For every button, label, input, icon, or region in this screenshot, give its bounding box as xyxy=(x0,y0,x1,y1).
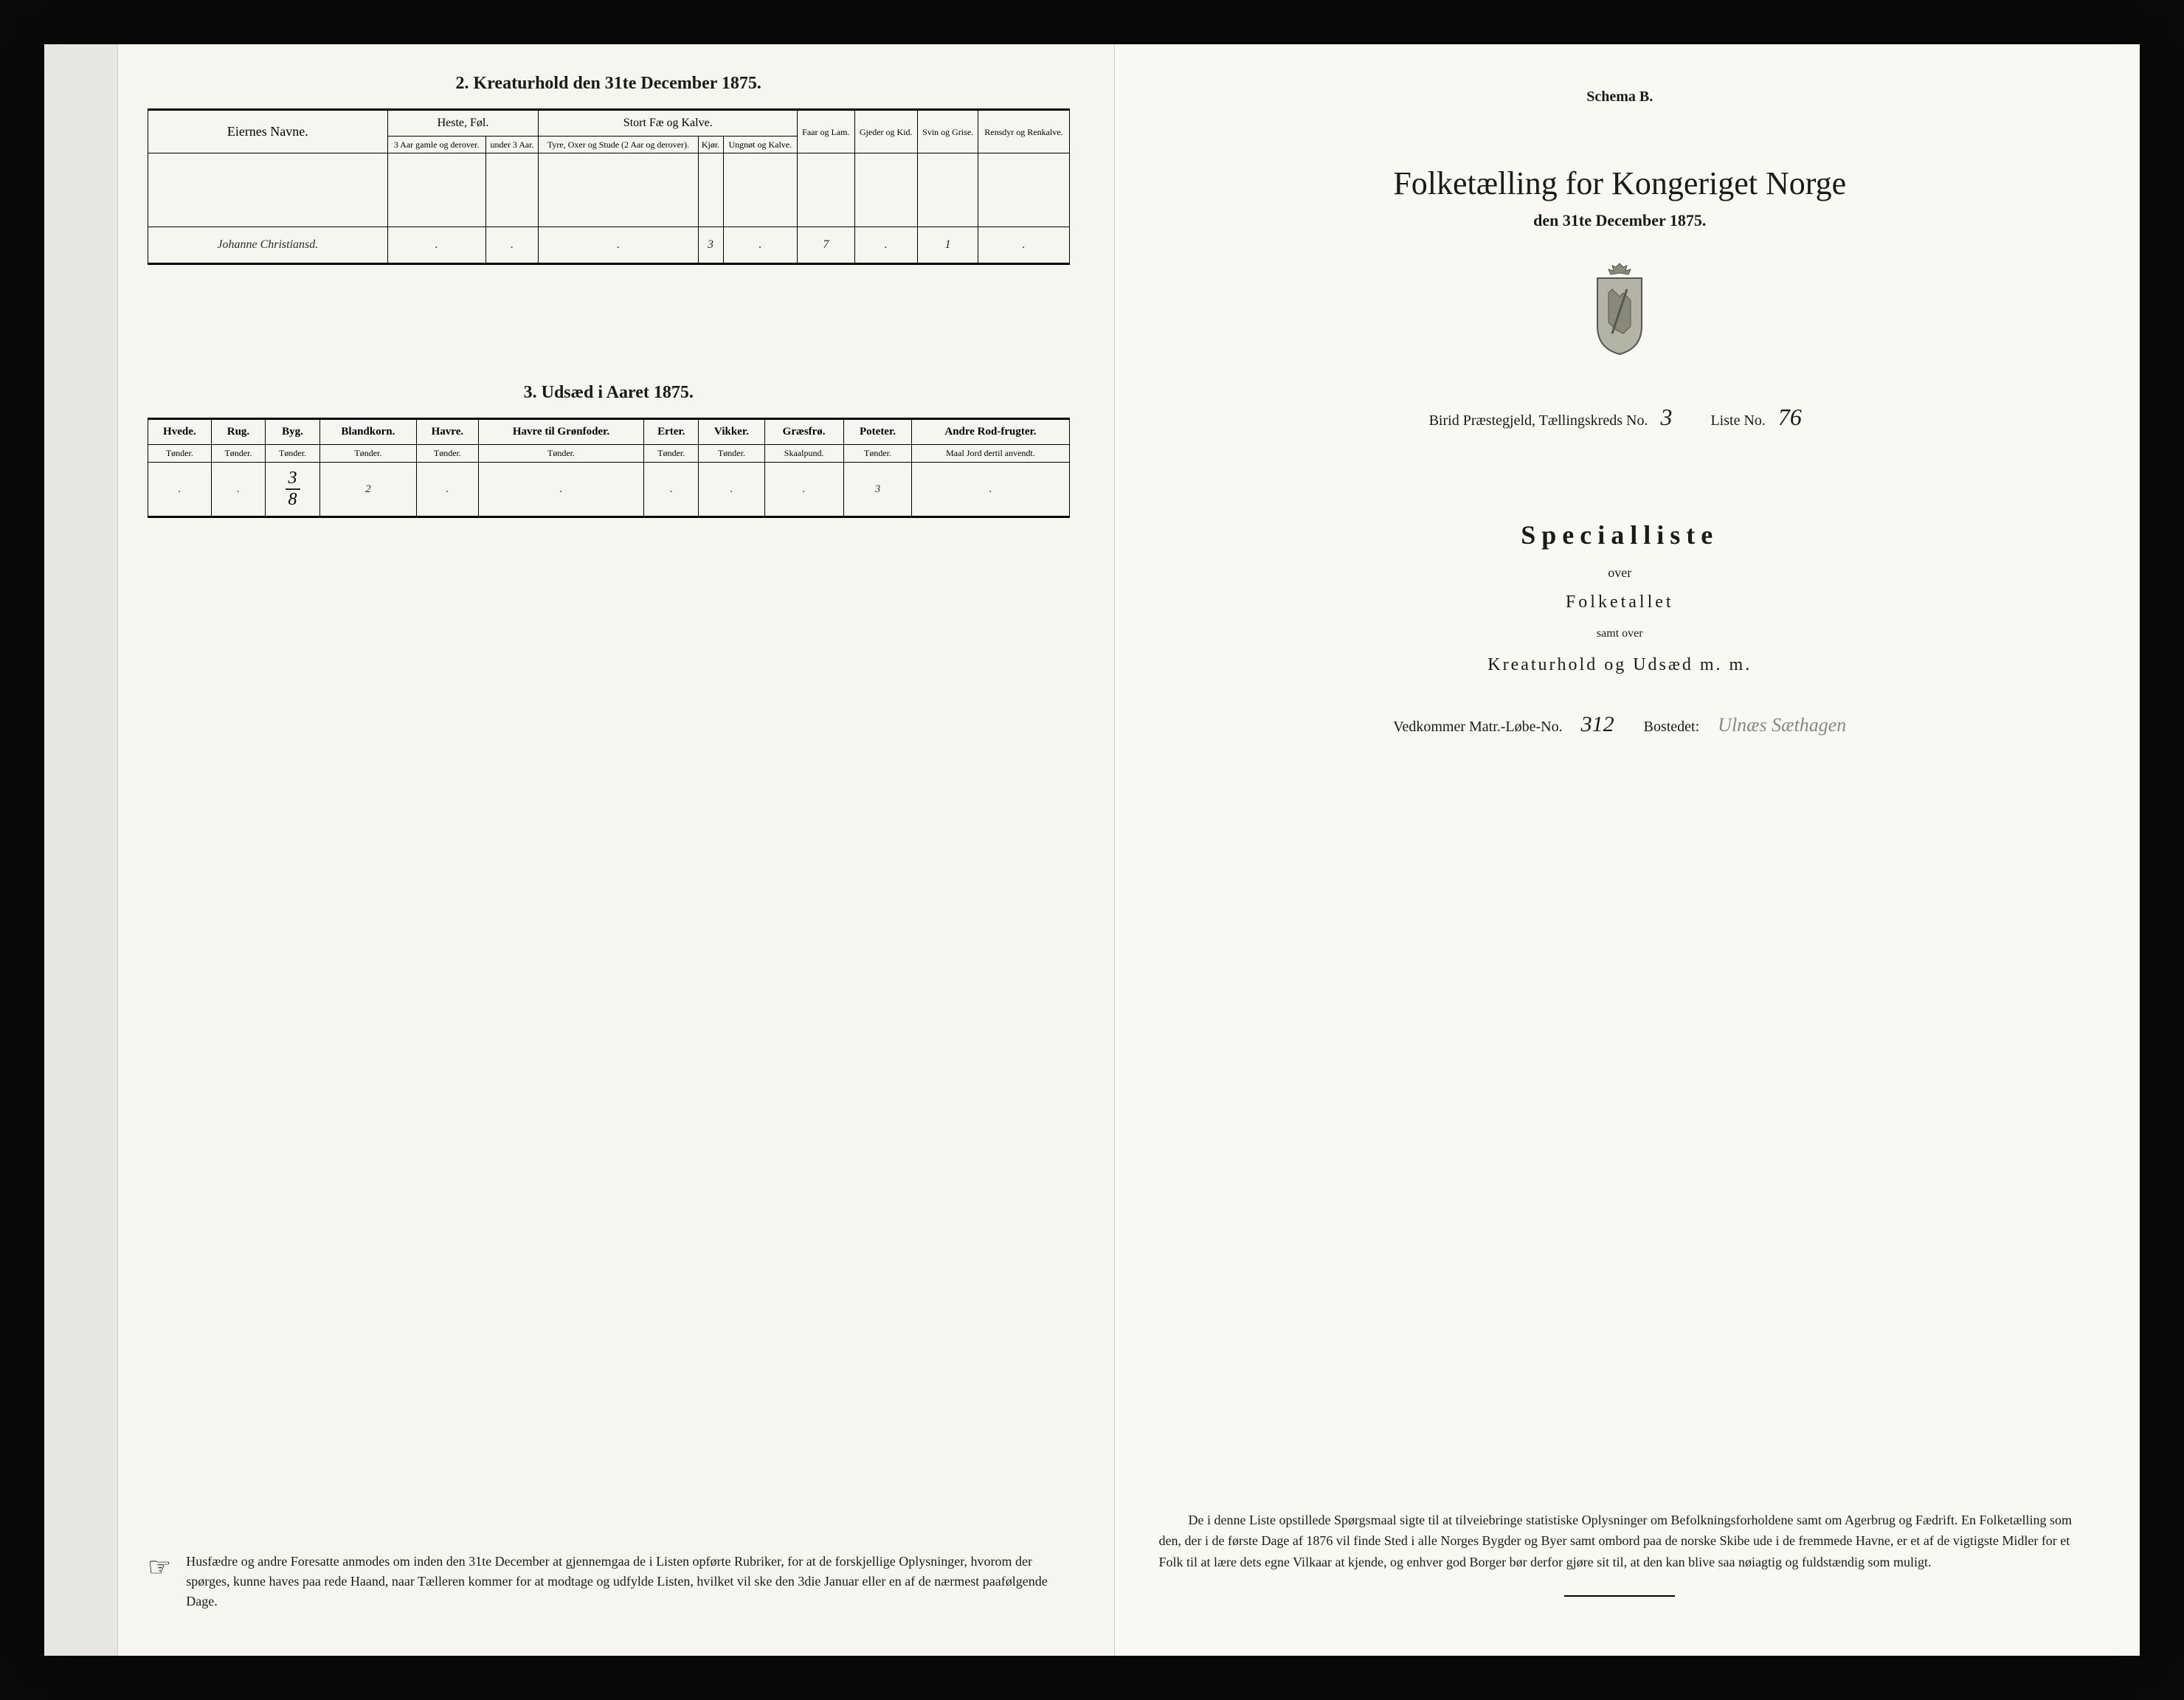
subheader-cattle-bulls: Tyre, Oxer og Stude (2 Aar og derover). xyxy=(539,137,698,153)
kreaturhold-heading: Kreaturhold og Udsæd m. m. xyxy=(1159,655,2081,675)
seed-header-6: Erter. xyxy=(644,419,699,445)
cell-cattle-young: . xyxy=(723,227,798,264)
seed-unit-4: Tønder. xyxy=(416,445,478,463)
section-3-title: 3. Udsæd i Aaret 1875. xyxy=(148,383,1070,403)
seed-cell-4: . xyxy=(416,463,478,517)
matr-number: 312 xyxy=(1581,712,1614,737)
seed-unit-row: Tønder. Tønder. Tønder. Tønder. Tønder. … xyxy=(148,445,1070,463)
cell-owner: Johanne Christiansd. xyxy=(148,227,388,264)
seed-unit-5: Tønder. xyxy=(478,445,643,463)
pointing-hand-icon: ☞ xyxy=(148,1552,171,1583)
header-horses: Heste, Føl. xyxy=(387,110,539,137)
right-footer-text: De i denne Liste opstillede Spørgsmaal s… xyxy=(1159,1362,2081,1573)
matr-label: Vedkommer Matr.-Løbe-No. xyxy=(1393,719,1562,735)
seed-unit-9: Tønder. xyxy=(843,445,912,463)
seed-data-row: . . 38 2 . . . . . 3 . xyxy=(148,463,1070,517)
samt-over-text: samt over xyxy=(1159,627,2081,640)
seed-header-8: Græsfrø. xyxy=(764,419,843,445)
header-pigs: Svin og Grise. xyxy=(917,110,978,153)
district-line: Birid Præstegjeld, Tællingskreds No. 3 L… xyxy=(1159,404,2081,431)
seed-header-9: Poteter. xyxy=(843,419,912,445)
seed-header-0: Hvede. xyxy=(148,419,212,445)
seed-cell-3: 2 xyxy=(319,463,416,517)
bosted-value: Ulnæs Sæthagen xyxy=(1718,714,1846,736)
seed-unit-1: Tønder. xyxy=(211,445,266,463)
table-empty-row xyxy=(148,153,1070,227)
seed-header-2: Byg. xyxy=(266,419,320,445)
bosted-label: Bostedet: xyxy=(1644,719,1700,735)
livestock-table: Eiernes Navne. Heste, Føl. Stort Fæ og K… xyxy=(148,108,1070,265)
specialliste-heading: Specialliste xyxy=(1159,519,2081,550)
seed-header-10: Andre Rod-frugter. xyxy=(912,419,1069,445)
over-text-1: over xyxy=(1159,565,2081,581)
folketallet-heading: Folketallet xyxy=(1159,592,2081,612)
seed-cell-2: 38 xyxy=(266,463,320,517)
seed-unit-6: Tønder. xyxy=(644,445,699,463)
right-page: Schema B. Folketælling for Kongeriget No… xyxy=(1114,44,2140,1656)
header-reindeer: Rensdyr og Renkalve. xyxy=(978,110,1069,153)
table-header-row: Eiernes Navne. Heste, Føl. Stort Fæ og K… xyxy=(148,110,1070,137)
header-sheep: Faar og Lam. xyxy=(798,110,854,153)
section-2-livestock: 2. Kreaturhold den 31te December 1875. E… xyxy=(148,74,1070,265)
section-2-title: 2. Kreaturhold den 31te December 1875. xyxy=(148,74,1070,94)
seed-cell-0: . xyxy=(148,463,212,517)
seed-header-1: Rug. xyxy=(211,419,266,445)
seed-unit-7: Tønder. xyxy=(699,445,764,463)
subheader-cattle-cows: Kjør. xyxy=(698,137,723,153)
left-page: 2. Kreaturhold den 31te December 1875. E… xyxy=(118,44,1114,1656)
left-edge-strip xyxy=(44,44,118,1656)
seed-cell-1: . xyxy=(211,463,266,517)
cell-reindeer: . xyxy=(978,227,1069,264)
document-scan: 2. Kreaturhold den 31te December 1875. E… xyxy=(44,44,2140,1656)
liste-label: Liste No. xyxy=(1710,412,1765,429)
cell-goats: . xyxy=(854,227,917,264)
main-title: Folketælling for Kongeriget Norge xyxy=(1159,165,2081,202)
left-footer-note: ☞ Husfædre og andre Foresatte anmodes om… xyxy=(148,1404,1070,1611)
subtitle: den 31te December 1875. xyxy=(1159,211,2081,230)
seed-unit-2: Tønder. xyxy=(266,445,320,463)
section-3-seed: 3. Udsæd i Aaret 1875. Hvede. Rug. Byg. … xyxy=(148,383,1070,518)
district-number: 3 xyxy=(1660,404,1672,431)
seed-unit-3: Tønder. xyxy=(319,445,416,463)
cell-horses-young: . xyxy=(485,227,539,264)
seed-cell-7: . xyxy=(699,463,764,517)
cell-cattle-bulls: . xyxy=(539,227,698,264)
seed-header-7: Vikker. xyxy=(699,419,764,445)
seed-cell-8: . xyxy=(764,463,843,517)
seed-header-5: Havre til Grønfoder. xyxy=(478,419,643,445)
matr-line: Vedkommer Matr.-Løbe-No. 312 Bostedet: U… xyxy=(1159,712,2081,737)
table-data-row: Johanne Christiansd. . . . 3 . 7 . 1 . xyxy=(148,227,1070,264)
subheader-horses-old: 3 Aar gamle og derover. xyxy=(387,137,485,153)
cell-pigs: 1 xyxy=(917,227,978,264)
header-goats: Gjeder og Kid. xyxy=(854,110,917,153)
seed-header-row: Hvede. Rug. Byg. Blandkorn. Havre. Havre… xyxy=(148,419,1070,445)
cell-horses-old: . xyxy=(387,227,485,264)
seed-cell-10: . xyxy=(912,463,1069,517)
seed-unit-0: Tønder. xyxy=(148,445,212,463)
seed-unit-8: Skaalpund. xyxy=(764,445,843,463)
header-owner: Eiernes Navne. xyxy=(148,110,388,153)
cell-cattle-cows: 3 xyxy=(698,227,723,264)
seed-cell-9: 3 xyxy=(843,463,912,517)
left-footer-text: Husfædre og andre Foresatte anmodes om i… xyxy=(186,1552,1069,1611)
seed-table: Hvede. Rug. Byg. Blandkorn. Havre. Havre… xyxy=(148,418,1070,518)
liste-number: 76 xyxy=(1778,404,1802,431)
seed-header-3: Blandkorn. xyxy=(319,419,416,445)
seed-cell-5: . xyxy=(478,463,643,517)
subheader-horses-young: under 3 Aar. xyxy=(485,137,539,153)
seed-cell-6: . xyxy=(644,463,699,517)
cell-sheep: 7 xyxy=(798,227,854,264)
subheader-cattle-young: Ungnøt og Kalve. xyxy=(723,137,798,153)
seed-unit-10: Maal Jord dertil anvendt. xyxy=(912,445,1069,463)
seed-header-4: Havre. xyxy=(416,419,478,445)
district-prefix: Birid Præstegjeld, Tællingskreds No. xyxy=(1429,412,1648,429)
header-cattle: Stort Fæ og Kalve. xyxy=(539,110,798,137)
coat-of-arms-icon xyxy=(1159,260,2081,359)
schema-label: Schema B. xyxy=(1159,89,2081,106)
